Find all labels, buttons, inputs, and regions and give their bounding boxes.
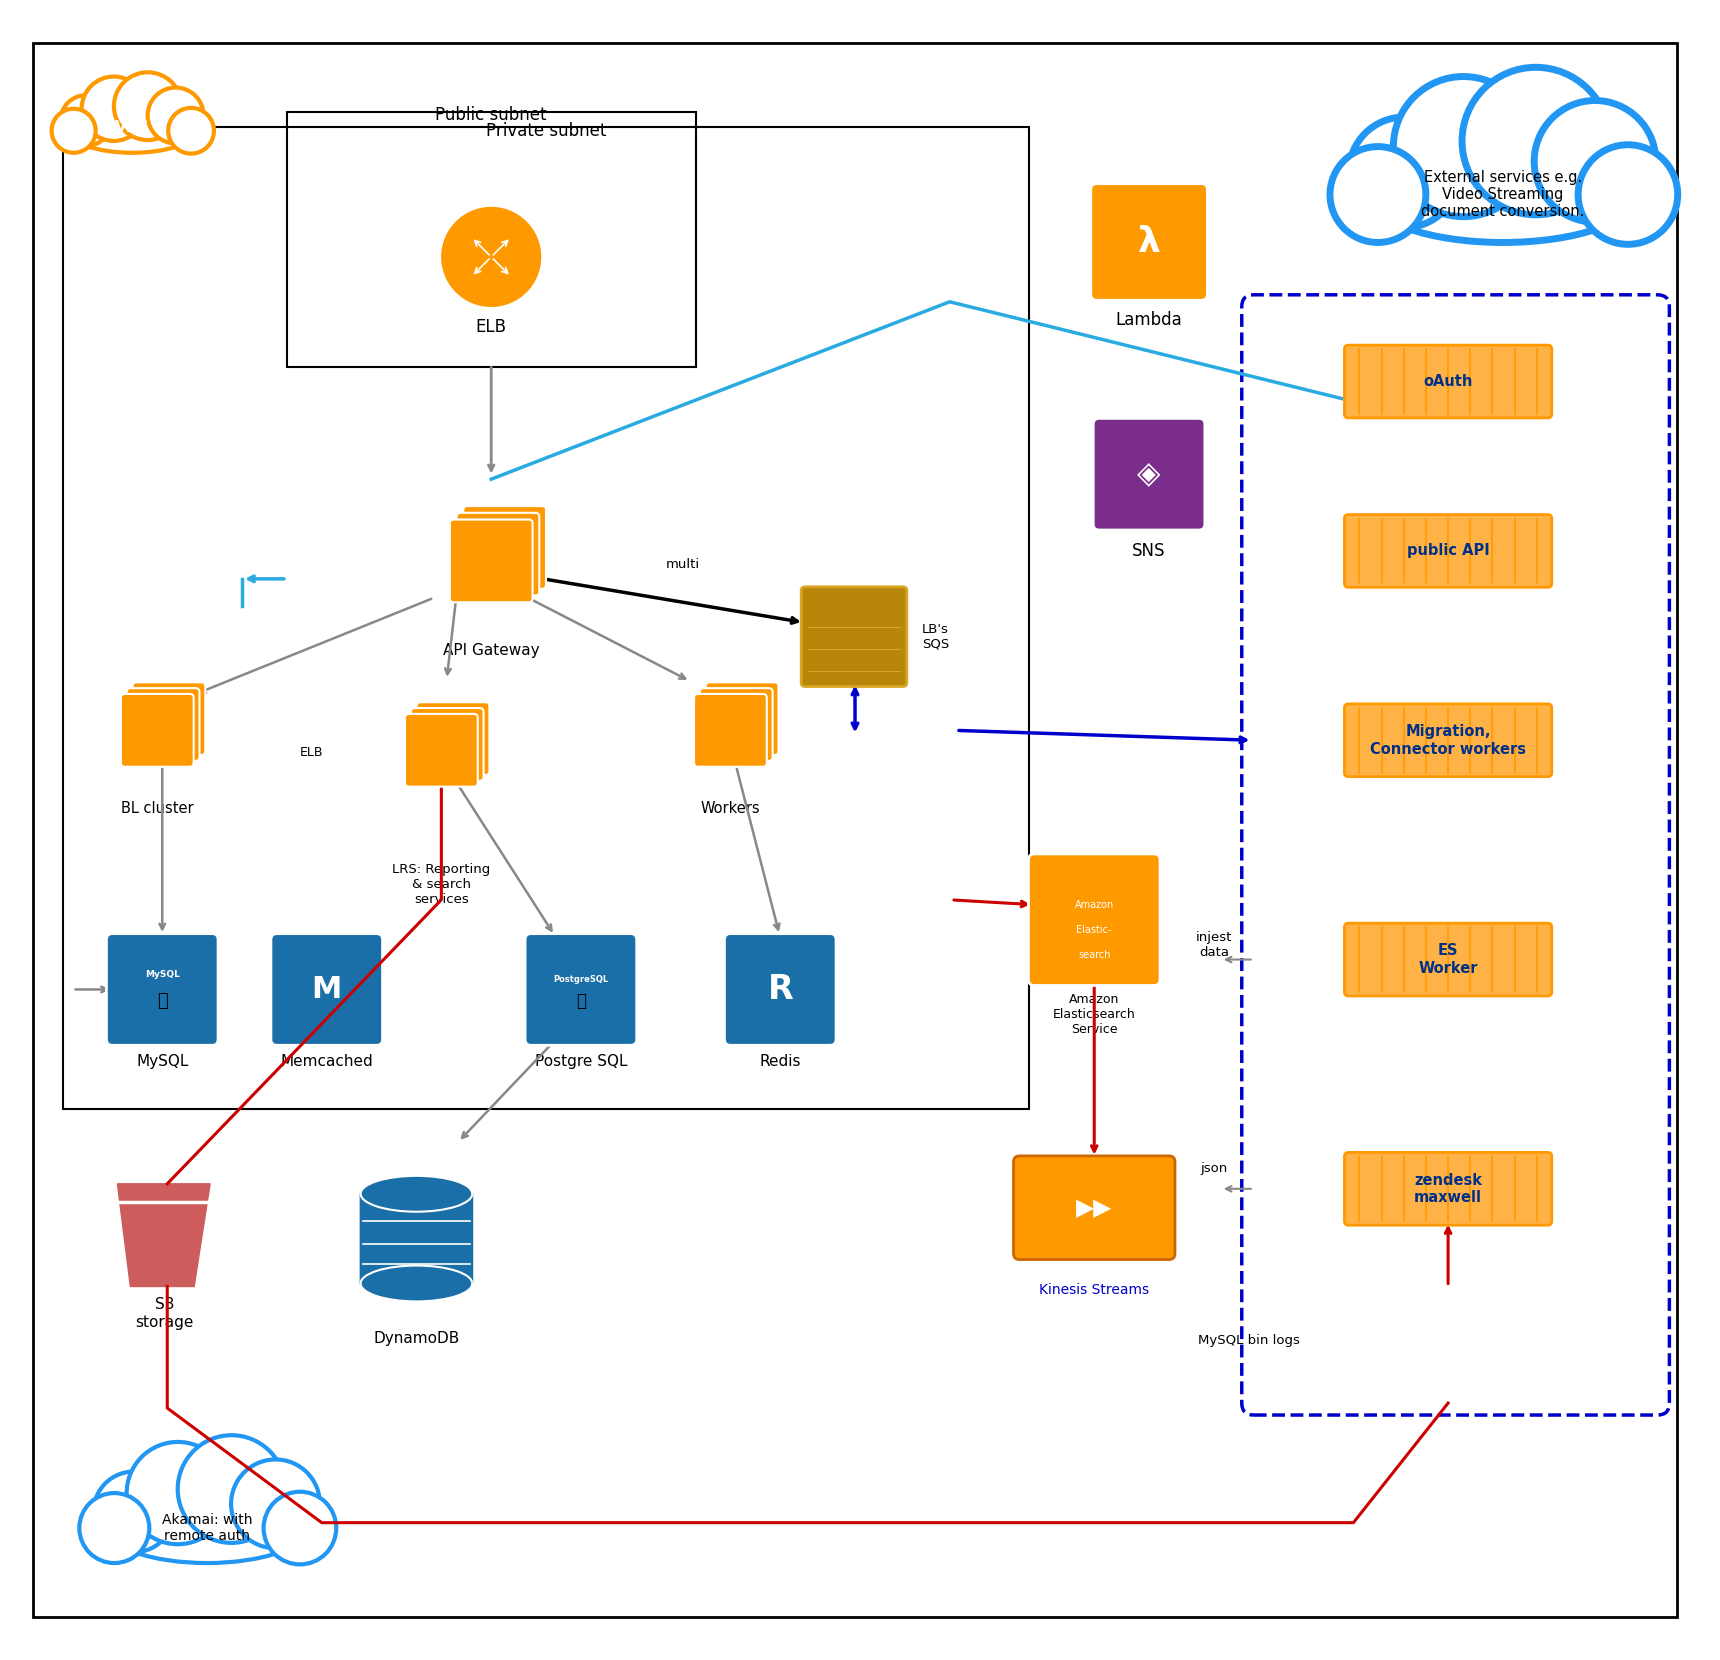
Text: ▶▶: ▶▶ [1077, 1195, 1113, 1220]
FancyBboxPatch shape [107, 933, 218, 1046]
Circle shape [263, 1492, 335, 1564]
Text: ELB: ELB [476, 317, 507, 335]
Text: MySQL bin logs: MySQL bin logs [1197, 1333, 1300, 1346]
Text: Amazon
Elasticsearch
Service: Amazon Elasticsearch Service [1053, 993, 1135, 1036]
FancyBboxPatch shape [1090, 184, 1207, 300]
FancyBboxPatch shape [463, 506, 545, 589]
FancyBboxPatch shape [272, 933, 382, 1046]
Circle shape [1348, 118, 1460, 227]
Text: DynamoDB: DynamoDB [373, 1331, 459, 1346]
Text: ES
Worker: ES Worker [1419, 943, 1477, 976]
FancyBboxPatch shape [802, 588, 906, 687]
Text: Amazon: Amazon [1075, 900, 1115, 910]
Text: Kinesis Streams: Kinesis Streams [1039, 1283, 1149, 1298]
FancyBboxPatch shape [416, 702, 490, 775]
FancyBboxPatch shape [127, 689, 200, 760]
FancyBboxPatch shape [705, 682, 779, 755]
FancyBboxPatch shape [1029, 853, 1159, 986]
Ellipse shape [69, 108, 196, 153]
Text: 🗄: 🗄 [157, 993, 167, 1011]
Bar [287, 113, 695, 367]
Circle shape [148, 88, 203, 143]
Circle shape [177, 1436, 286, 1542]
FancyBboxPatch shape [1345, 704, 1551, 777]
FancyBboxPatch shape [359, 1192, 473, 1285]
Text: 🐘: 🐘 [576, 993, 587, 1011]
FancyBboxPatch shape [451, 520, 533, 603]
FancyBboxPatch shape [1345, 345, 1551, 418]
FancyBboxPatch shape [132, 682, 205, 755]
Circle shape [79, 1492, 150, 1564]
Bar [62, 128, 1030, 1109]
Text: Workers: Workers [700, 800, 760, 815]
Text: public API: public API [1407, 543, 1490, 558]
Polygon shape [117, 1184, 210, 1286]
FancyBboxPatch shape [411, 709, 483, 780]
FancyBboxPatch shape [700, 689, 772, 760]
FancyBboxPatch shape [724, 933, 836, 1046]
Text: Private subnet: Private subnet [485, 123, 605, 141]
Circle shape [230, 1459, 320, 1549]
Circle shape [60, 95, 112, 146]
Circle shape [127, 1443, 229, 1544]
Circle shape [93, 1471, 174, 1552]
Ellipse shape [1367, 146, 1637, 242]
FancyBboxPatch shape [120, 694, 194, 767]
Circle shape [81, 76, 146, 141]
Text: Migration,
Connector workers: Migration, Connector workers [1371, 724, 1526, 757]
Text: Memcached: Memcached [280, 1054, 373, 1069]
Circle shape [1330, 146, 1426, 242]
Text: Postgre SQL: Postgre SQL [535, 1054, 628, 1069]
Circle shape [114, 73, 182, 139]
Text: SNS: SNS [1132, 541, 1166, 559]
FancyBboxPatch shape [695, 694, 767, 767]
Text: BL cluster: BL cluster [120, 800, 194, 815]
Text: Public subnet: Public subnet [435, 106, 547, 124]
FancyBboxPatch shape [1094, 418, 1206, 530]
FancyBboxPatch shape [404, 714, 478, 787]
Text: ◈: ◈ [1137, 460, 1161, 488]
Ellipse shape [107, 1492, 308, 1564]
Text: External services e.g.
Video Streaming
document conversion.: External services e.g. Video Streaming d… [1421, 169, 1584, 219]
Text: zendesk
maxwell: zendesk maxwell [1414, 1172, 1483, 1205]
Text: λ: λ [1137, 226, 1161, 259]
Text: Akamai: with
remote auth: Akamai: with remote auth [162, 1512, 253, 1544]
FancyBboxPatch shape [525, 933, 636, 1046]
Circle shape [439, 206, 544, 309]
Text: multi: multi [666, 558, 700, 571]
Text: MySQL: MySQL [144, 969, 179, 979]
FancyBboxPatch shape [456, 513, 540, 596]
Circle shape [1462, 68, 1610, 214]
Text: S3
storage: S3 storage [136, 1296, 193, 1330]
Text: ELB: ELB [299, 745, 323, 759]
FancyBboxPatch shape [1345, 515, 1551, 588]
Text: M: M [311, 974, 342, 1004]
Text: LB's
SQS: LB's SQS [922, 622, 949, 651]
Circle shape [1534, 101, 1656, 222]
Text: json: json [1201, 1162, 1228, 1175]
Text: MySQL: MySQL [136, 1054, 189, 1069]
Ellipse shape [361, 1265, 473, 1301]
Text: Lambda: Lambda [1116, 310, 1182, 329]
FancyBboxPatch shape [1345, 923, 1551, 996]
Text: Elastic-: Elastic- [1077, 925, 1113, 935]
Text: Redis: Redis [760, 1054, 802, 1069]
Circle shape [1393, 76, 1534, 217]
Circle shape [52, 108, 96, 153]
Text: R: R [767, 973, 793, 1006]
Circle shape [1579, 144, 1677, 244]
Text: API Gateway: API Gateway [442, 642, 540, 657]
Text: LRS: Reporting
& search
services: LRS: Reporting & search services [392, 863, 490, 906]
Ellipse shape [361, 1175, 473, 1212]
FancyBboxPatch shape [1013, 1155, 1175, 1260]
Text: PostgreSQL: PostgreSQL [554, 974, 609, 984]
Text: ELB: ELB [444, 709, 470, 722]
FancyBboxPatch shape [1345, 1152, 1551, 1225]
Text: VPC: VPC [115, 120, 150, 134]
Text: oAuth: oAuth [1424, 374, 1472, 388]
Text: injest
data: injest data [1195, 931, 1232, 958]
Text: search: search [1078, 950, 1111, 959]
Circle shape [169, 108, 213, 154]
